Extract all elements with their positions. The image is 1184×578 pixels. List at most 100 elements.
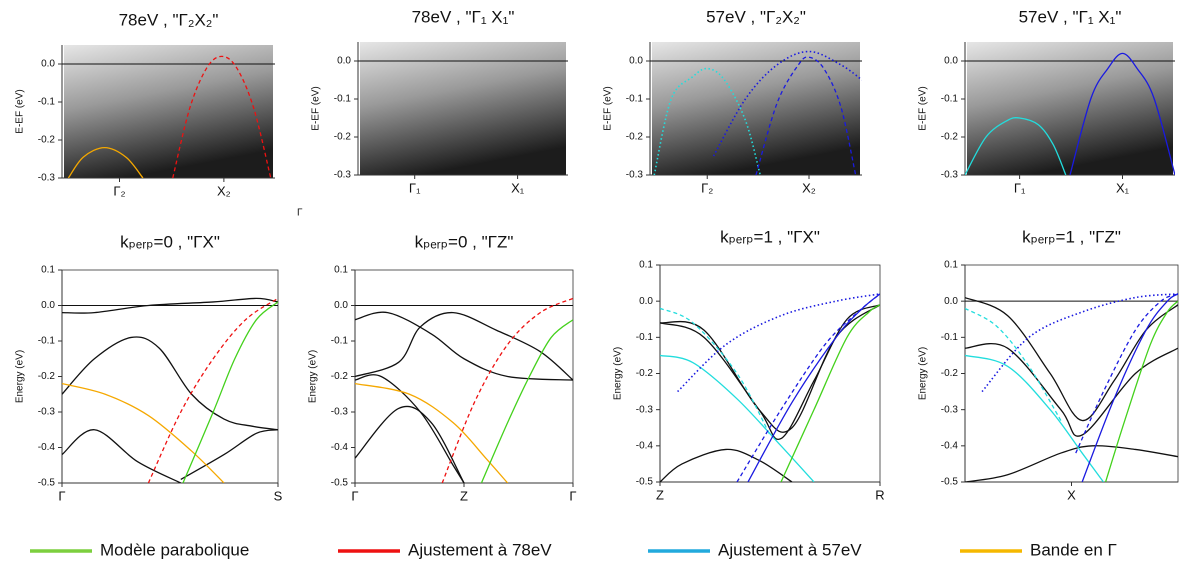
legend-label: Modèle parabolique bbox=[100, 540, 249, 559]
y-tick-label: -0.1 bbox=[38, 336, 56, 347]
band-curve bbox=[660, 448, 793, 482]
y-tick-label: 0.0 bbox=[334, 300, 348, 311]
band-curve bbox=[780, 304, 880, 482]
y-tick-label: -0.3 bbox=[626, 170, 644, 181]
y-tick-label: -0.1 bbox=[38, 97, 56, 108]
band-curve bbox=[1075, 293, 1178, 454]
y-tick-label: -0.2 bbox=[636, 368, 654, 379]
y-tick-label: -0.1 bbox=[941, 94, 959, 105]
y-tick-label: -0.4 bbox=[941, 440, 959, 451]
y-tick-label: -0.5 bbox=[38, 478, 56, 489]
y-tick-label: -0.2 bbox=[941, 132, 959, 143]
y-axis-label: Energy (eV) bbox=[918, 347, 929, 400]
band-curve bbox=[965, 117, 1067, 175]
band-curve bbox=[355, 405, 465, 483]
spectrum-image bbox=[967, 42, 1173, 175]
x-tick-label: Γ₂ bbox=[701, 180, 713, 195]
band-curve bbox=[355, 374, 465, 483]
y-tick-label: -0.5 bbox=[331, 478, 349, 489]
x-tick-label: Γ₁ bbox=[1014, 180, 1026, 195]
y-axis-label: Energy (eV) bbox=[308, 350, 319, 403]
y-tick-label: 0.1 bbox=[639, 260, 653, 271]
y-axis-label: E-EF (eV) bbox=[15, 89, 26, 133]
y-axis-label: E-EF (eV) bbox=[603, 86, 614, 130]
band-curve bbox=[660, 307, 771, 436]
y-tick-label: -0.1 bbox=[334, 94, 352, 105]
x-tick-label: Γ₂ bbox=[113, 183, 125, 198]
panel-title: 57eV , "Γ₂X₂" bbox=[706, 7, 806, 26]
spectrum-image bbox=[652, 42, 860, 175]
y-axis-label: Energy (eV) bbox=[613, 347, 624, 400]
band-curve bbox=[747, 293, 880, 482]
y-axis-label: Energy (eV) bbox=[15, 350, 26, 403]
x-tick-label: Z bbox=[656, 487, 664, 502]
y-tick-label: -0.2 bbox=[941, 368, 959, 379]
band-curve bbox=[62, 297, 278, 314]
y-axis-label: E-EF (eV) bbox=[918, 86, 929, 130]
spectrum-image bbox=[64, 45, 273, 178]
y-tick-label: -0.1 bbox=[331, 336, 349, 347]
y-tick-label: -0.3 bbox=[334, 170, 352, 181]
y-tick-label: -0.3 bbox=[636, 404, 654, 415]
panel-title: 78eV , "Γ₁ X₁" bbox=[412, 7, 515, 26]
y-tick-label: -0.4 bbox=[331, 442, 349, 453]
x-tick-label: R bbox=[875, 487, 884, 502]
x-tick-label: X₁ bbox=[1116, 180, 1130, 195]
x-tick-label: Γ bbox=[351, 488, 358, 503]
band-curve bbox=[965, 445, 1178, 482]
y-tick-label: 0.0 bbox=[41, 300, 55, 311]
x-tick-label: Γ₁ bbox=[409, 180, 421, 195]
band-curve bbox=[660, 304, 880, 441]
y-tick-label: -0.4 bbox=[636, 440, 654, 451]
band-curve bbox=[965, 307, 1062, 421]
x-tick-label: Γ bbox=[569, 488, 576, 503]
y-tick-label: -0.5 bbox=[941, 477, 959, 488]
y-tick-label: -0.2 bbox=[334, 132, 352, 143]
plot-area bbox=[61, 269, 279, 484]
y-tick-label: 0.0 bbox=[41, 59, 55, 70]
band-curve bbox=[1069, 52, 1175, 175]
band-curve bbox=[1081, 293, 1178, 482]
y-tick-label: 0.0 bbox=[629, 56, 643, 67]
x-tick-label: X₁ bbox=[511, 180, 525, 195]
band-curve bbox=[147, 297, 278, 483]
y-tick-label: 0.1 bbox=[944, 260, 958, 271]
legend-label: Ajustement à 78eV bbox=[408, 540, 552, 559]
panel-title: 78eV , "Γ₂X₂" bbox=[119, 10, 219, 29]
band-curve bbox=[62, 382, 225, 483]
y-tick-label: 0.0 bbox=[944, 296, 958, 307]
y-tick-label: -0.3 bbox=[941, 404, 959, 415]
y-tick-label: -0.3 bbox=[331, 407, 349, 418]
spectrum-image bbox=[360, 42, 566, 175]
band-curve bbox=[67, 146, 144, 178]
y-tick-label: 0.0 bbox=[944, 56, 958, 67]
plot-area bbox=[659, 264, 881, 483]
band-curve bbox=[182, 301, 278, 483]
panel-title: 57eV , "Γ₁ X₁" bbox=[1019, 7, 1122, 26]
band-curve bbox=[172, 55, 272, 178]
panel-title: kₚₑᵣₚ=0 , "ΓX" bbox=[120, 232, 220, 251]
band-curve bbox=[62, 429, 182, 483]
x-tick-label: Z bbox=[460, 488, 468, 503]
x-tick-label: X bbox=[1067, 487, 1076, 502]
band-curve bbox=[677, 293, 880, 393]
y-tick-label: -0.1 bbox=[626, 94, 644, 105]
y-tick-label: -0.3 bbox=[38, 407, 56, 418]
legend-label: Bande en Γ bbox=[1030, 540, 1117, 559]
x-tick-label: X₂ bbox=[802, 180, 816, 195]
band-curve bbox=[355, 382, 509, 483]
y-tick-label: -0.5 bbox=[636, 477, 654, 488]
y-tick-label: -0.1 bbox=[941, 332, 959, 343]
y-tick-label: -0.2 bbox=[38, 371, 56, 382]
y-tick-label: -0.3 bbox=[38, 173, 56, 184]
panel-title: kₚₑᵣₚ=1 , "ΓZ" bbox=[1022, 227, 1121, 246]
y-tick-label: -0.2 bbox=[626, 132, 644, 143]
y-tick-label: -0.4 bbox=[38, 442, 56, 453]
y-tick-label: -0.3 bbox=[941, 170, 959, 181]
band-curve bbox=[965, 354, 1104, 482]
panel-title: kₚₑᵣₚ=0 , "ΓZ" bbox=[415, 232, 514, 251]
y-tick-label: -0.2 bbox=[38, 135, 56, 146]
x-tick-label: X₂ bbox=[217, 183, 231, 198]
stray-label: Γ bbox=[297, 208, 303, 219]
